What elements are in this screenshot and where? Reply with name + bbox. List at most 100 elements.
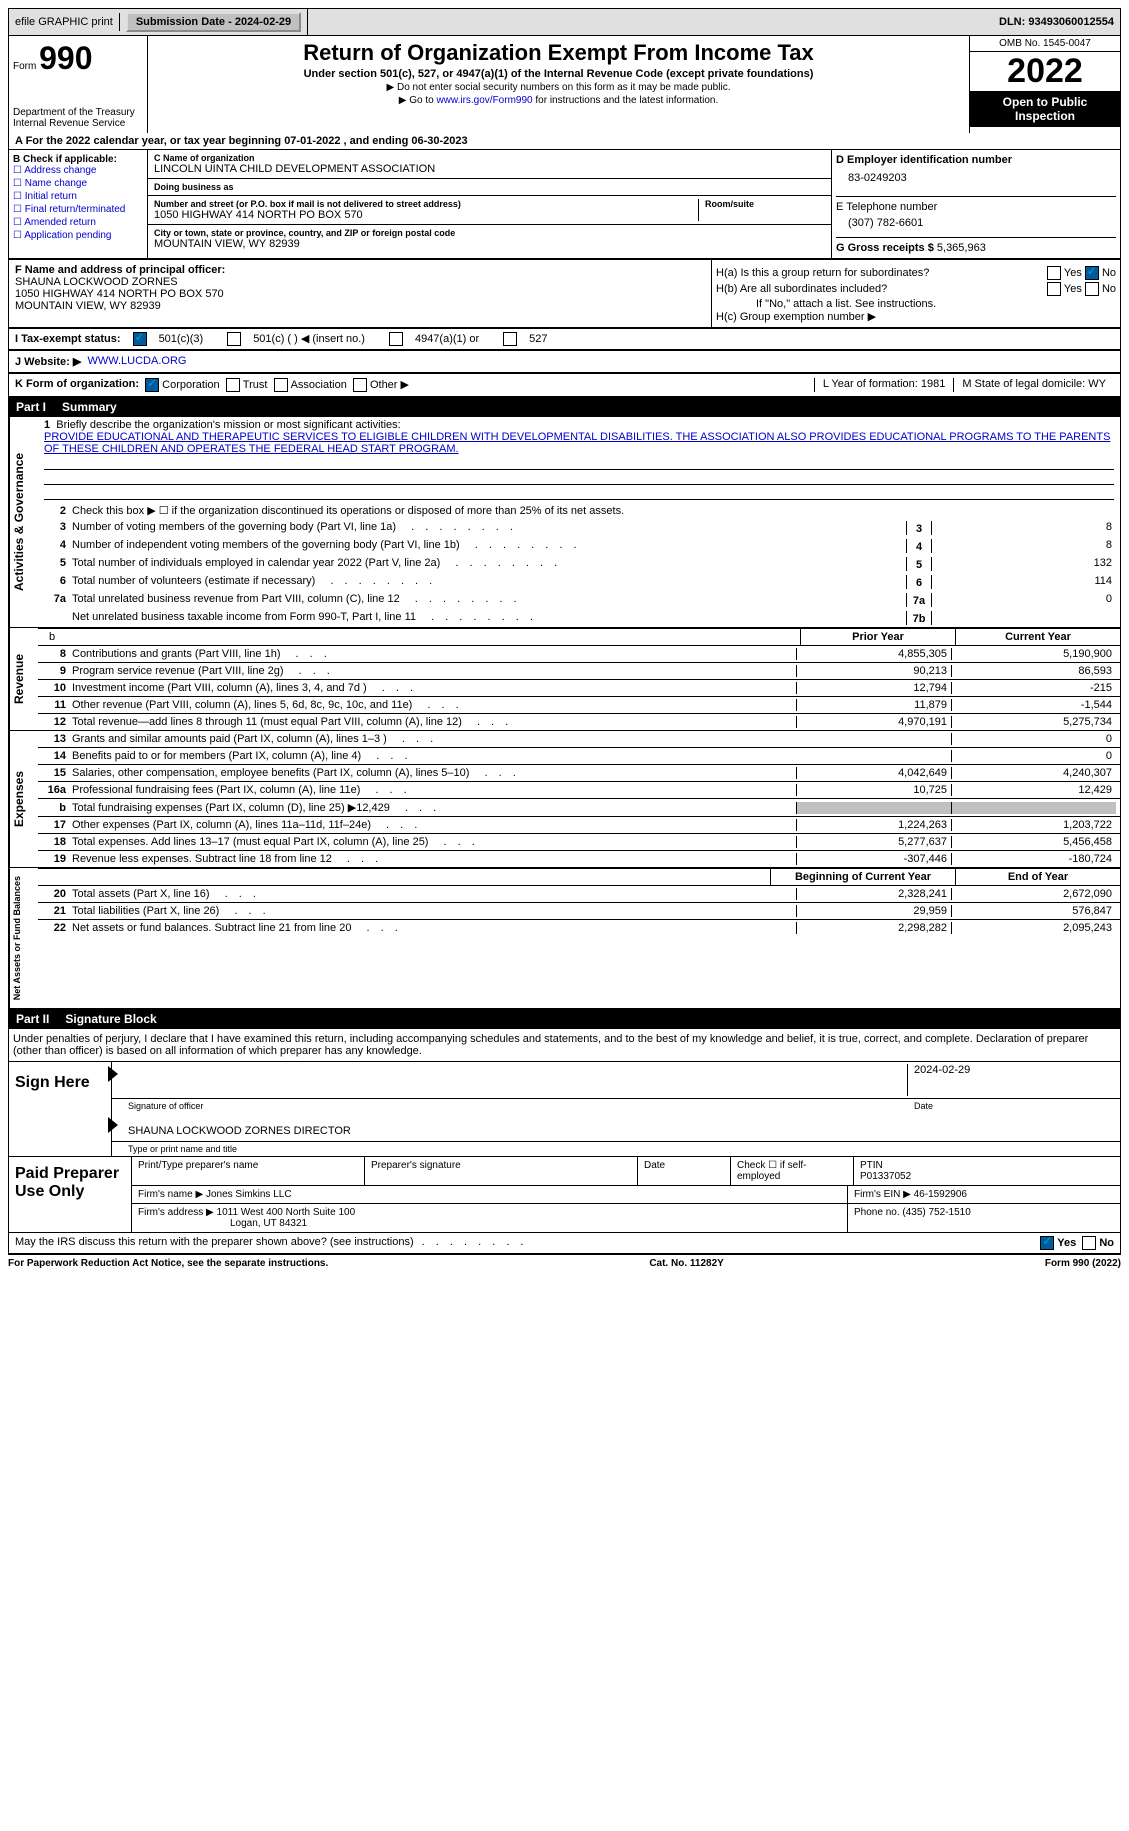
tax-year: 2022 [970,52,1120,91]
form-subtitle: Under section 501(c), 527, or 4947(a)(1)… [152,68,965,80]
ptin-hdr: PTIN [860,1160,883,1171]
officer-name-title: SHAUNA LOCKWOOD ZORNES DIRECTOR [128,1115,351,1139]
dba-label: Doing business as [154,182,825,192]
paid-preparer-block: Paid Preparer Use Only Print/Type prepar… [8,1157,1121,1233]
section-f: F Name and address of principal officer:… [9,260,711,327]
summary-row: 22Net assets or fund balances. Subtract … [38,919,1120,936]
ha-no[interactable] [1085,266,1099,280]
irs-discuss-row: May the IRS discuss this return with the… [8,1233,1121,1254]
b-label: B Check if applicable: [13,154,143,165]
room-label: Room/suite [705,199,825,209]
sign-here-label: Sign Here [9,1062,111,1156]
section-h: H(a) Is this a group return for subordin… [711,260,1120,327]
sig-date: 2024-02-29 [907,1064,1114,1096]
discuss-yes[interactable] [1040,1236,1054,1250]
ha-yes[interactable] [1047,266,1061,280]
summary-row: 14Benefits paid to or for members (Part … [38,747,1120,764]
page-footer: For Paperwork Reduction Act Notice, see … [8,1254,1121,1269]
label-expenses: Expenses [9,731,38,867]
gross-label: G Gross receipts $ [836,242,934,254]
org-name-label: C Name of organization [154,153,825,163]
chk-amended[interactable]: ☐ Amended return [13,217,143,228]
gross-value: 5,365,963 [937,242,986,254]
chk-final[interactable]: ☐ Final return/terminated [13,204,143,215]
chk-other[interactable] [353,378,367,392]
hb-no[interactable] [1085,282,1099,296]
ha-label: H(a) Is this a group return for subordin… [716,267,929,279]
chk-4947[interactable] [389,332,403,346]
beg-year-header: Beginning of Current Year [770,869,955,885]
chk-initial[interactable]: ☐ Initial return [13,191,143,202]
firm-phone: (435) 752-1510 [902,1207,970,1218]
hb-yes[interactable] [1047,282,1061,296]
firm-ein: 46-1592906 [914,1189,967,1200]
summary-row: 20Total assets (Part X, line 16) . . .2,… [38,885,1120,902]
form-title: Return of Organization Exempt From Incom… [152,40,965,66]
summary-row: 19Revenue less expenses. Subtract line 1… [38,850,1120,867]
state-domicile: M State of legal domicile: WY [953,378,1114,392]
part1-header: Part I Summary [8,397,1121,417]
summary-row: 5Total number of individuals employed in… [38,555,1120,573]
submission-date-button[interactable]: Submission Date - 2024-02-29 [126,12,301,32]
chk-501c3[interactable] [133,332,147,346]
end-year-header: End of Year [955,869,1120,885]
chk-pending[interactable]: ☐ Application pending [13,230,143,241]
firm-addr1: 1011 West 400 North Suite 100 [217,1207,356,1218]
chk-trust[interactable] [226,378,240,392]
website-row: J Website: ▶ WWW.LUCDA.ORG [8,350,1121,373]
ein-label: D Employer identification number [836,154,1116,166]
firm-addr2: Logan, UT 84321 [230,1218,307,1229]
chk-assoc[interactable] [274,378,288,392]
summary-row: 13Grants and similar amounts paid (Part … [38,731,1120,747]
efile-label: efile GRAPHIC print [9,13,120,31]
summary-row: 3Number of voting members of the governi… [38,519,1120,537]
ptin-value: P01337052 [860,1171,911,1182]
summary-row: 6Total number of volunteers (estimate if… [38,573,1120,591]
chk-527[interactable] [503,332,517,346]
irs-link[interactable]: www.irs.gov/Form990 [436,95,532,106]
phone-value: (307) 782-6601 [848,217,1116,229]
section-d: D Employer identification number 83-0249… [831,150,1120,258]
street-address: 1050 HIGHWAY 414 NORTH PO BOX 570 [154,209,698,221]
prior-year-header: Prior Year [800,629,955,645]
prep-date-hdr: Date [638,1157,731,1185]
summary-row: 16aProfessional fundraising fees (Part I… [38,781,1120,798]
l2-label: Check this box ▶ ☐ if the organization d… [72,504,1116,517]
paid-preparer-label: Paid Preparer Use Only [9,1157,131,1232]
note-ssn: ▶ Do not enter social security numbers o… [152,82,965,93]
summary-row: 15Salaries, other compensation, employee… [38,764,1120,781]
summary-row: 10Investment income (Part VIII, column (… [38,679,1120,696]
dln-label: DLN: 93493060012554 [993,13,1120,31]
sig-declaration: Under penalties of perjury, I declare th… [8,1029,1121,1062]
firm-addr-label: Firm's address ▶ [138,1207,214,1218]
summary-row: 12Total revenue—add lines 8 through 11 (… [38,713,1120,730]
hb-note: If "No," attach a list. See instructions… [716,298,1116,310]
chk-501c[interactable] [227,332,241,346]
arrow-icon [108,1117,118,1133]
hc-label: H(c) Group exemption number ▶ [716,310,1116,323]
org-name: LINCOLN UINTA CHILD DEVELOPMENT ASSOCIAT… [154,163,825,175]
website-link[interactable]: WWW.LUCDA.ORG [87,355,186,368]
hb-label: H(b) Are all subordinates included? [716,283,887,295]
summary-row: 9Program service revenue (Part VIII, lin… [38,662,1120,679]
section-c: C Name of organization LINCOLN UINTA CHI… [148,150,831,258]
chk-name[interactable]: ☐ Name change [13,178,143,189]
discuss-no[interactable] [1082,1236,1096,1250]
mission-text: PROVIDE EDUCATIONAL AND THERAPEUTIC SERV… [44,431,1110,455]
omb-number: OMB No. 1545-0047 [970,36,1120,52]
sig-officer-label: Signature of officer [128,1101,203,1111]
form-number: 990 [39,40,92,76]
summary-row: 18Total expenses. Add lines 13–17 (must … [38,833,1120,850]
chk-corp[interactable] [145,378,159,392]
tax-status: I Tax-exempt status: 501(c)(3) 501(c) ( … [8,328,1121,350]
part2-header: Part II Signature Block [8,1009,1121,1029]
self-emp-hdr: Check ☐ if self-employed [731,1157,854,1185]
chk-address[interactable]: ☐ Address change [13,165,143,176]
prep-sig-hdr: Preparer's signature [365,1157,638,1185]
summary-row: 4Number of independent voting members of… [38,537,1120,555]
summary-row: 8Contributions and grants (Part VIII, li… [38,645,1120,662]
firm-ein-label: Firm's EIN ▶ [854,1189,911,1200]
footer-right: Form 990 (2022) [1045,1258,1121,1269]
f-label: F Name and address of principal officer: [15,264,225,276]
arrow-icon [108,1066,118,1082]
